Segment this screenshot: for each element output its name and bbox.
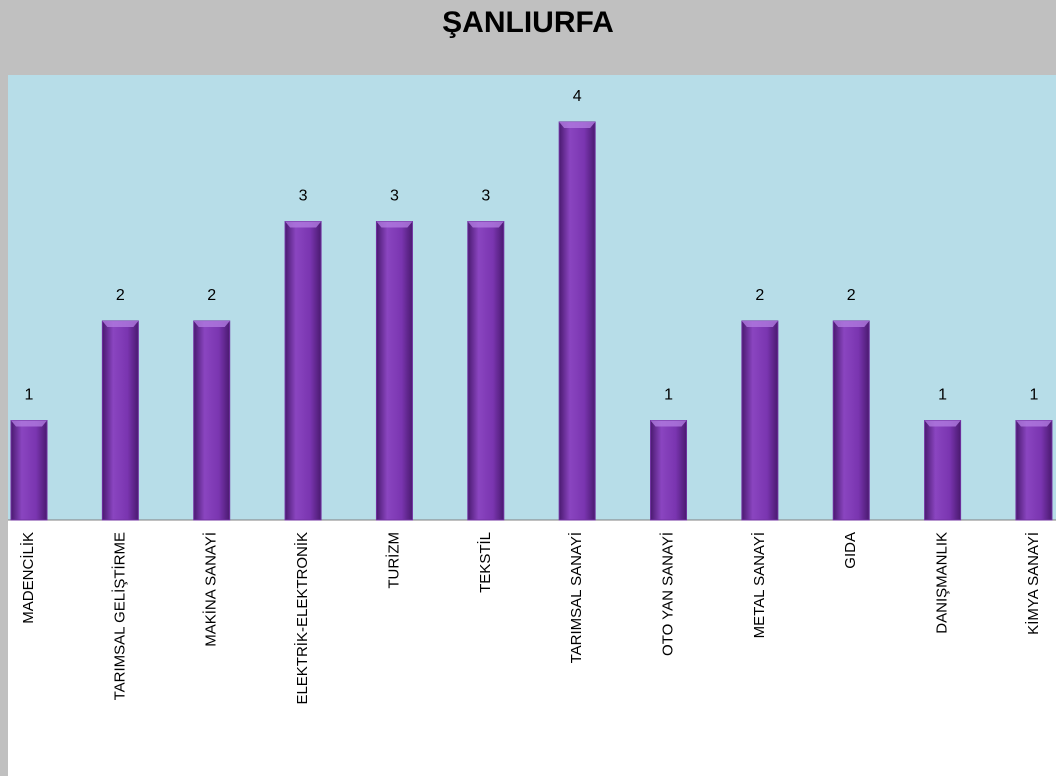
x-tick-label: MADENCİLİK [19,532,37,624]
x-tick-label: OTO YAN SANAYİ [658,532,676,656]
bar-bevel [285,221,322,228]
x-tick-label: GIDA [842,532,859,569]
data-label: 1 [1030,387,1039,404]
x-tick-label: TEKSTİL [476,532,494,593]
x-tick-label: DANIŞMANLIK [934,532,951,634]
bar-bevel [833,321,870,327]
bar [1015,420,1053,521]
x-tick-label: ELEKTRİK-ELEKTRONİK [293,532,311,705]
data-label: 2 [116,287,125,304]
bar-bevel [650,420,687,427]
plot-area [8,75,1056,520]
x-tick-label: KİMYA SANAYİ [1024,532,1042,635]
data-label: 2 [847,287,856,304]
bar [650,420,688,521]
bar [101,320,139,521]
bar [193,320,231,521]
data-label: 3 [481,188,490,205]
bar [284,221,322,521]
data-label: 3 [299,188,308,205]
bar [924,420,962,521]
bar [741,320,779,521]
bar-bevel [741,321,778,327]
data-label: 1 [938,387,947,404]
bar-bevel [102,321,139,327]
label-area [8,520,1056,776]
data-label: 4 [573,88,582,105]
x-tick-label: TURİZM [384,532,402,589]
data-label: 2 [755,287,764,304]
x-tick-label: MAKİNA SANAYİ [202,532,220,647]
bar [558,121,596,521]
bar [375,221,413,521]
bar-bevel [467,221,504,228]
bar-bevel [1015,420,1052,427]
bar-bevel [11,420,47,427]
bar [467,221,505,521]
chart-title: ŞANLIURFA [442,6,614,39]
bar-bevel [924,420,961,427]
x-tick-label: METAL SANAYİ [750,532,768,638]
x-tick-label: TARIMSAL SANAYİ [567,532,585,663]
data-label: 1 [25,387,34,404]
data-label: 2 [207,287,216,304]
bar-bevel [559,122,596,128]
x-tick-label: TARIMSAL GELİŞTİRME [110,532,128,700]
data-label: 1 [664,387,673,404]
bar-bevel [376,221,413,228]
bar [10,420,48,521]
bar [832,320,870,521]
bar-bevel [193,321,230,327]
data-label: 3 [390,188,399,205]
